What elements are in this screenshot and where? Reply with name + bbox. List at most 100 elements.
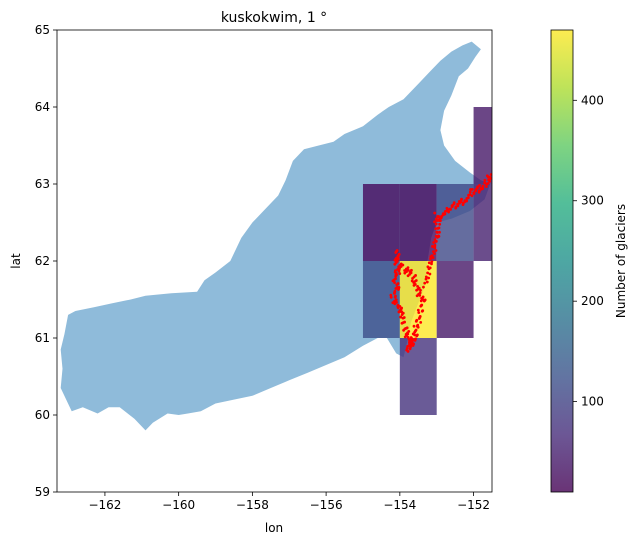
glacier-point bbox=[438, 222, 442, 226]
glacier-point bbox=[461, 201, 465, 205]
glacier-point bbox=[483, 178, 487, 182]
glacier-point bbox=[423, 298, 427, 302]
glacier-point bbox=[396, 305, 400, 308]
glacier-point bbox=[396, 257, 400, 261]
glacier-point bbox=[395, 273, 398, 277]
glacier-point bbox=[417, 286, 421, 290]
glacier-point bbox=[485, 182, 489, 186]
glacier-point bbox=[399, 315, 403, 319]
glacier-point bbox=[426, 265, 430, 269]
glacier-point bbox=[405, 326, 409, 330]
glacier-point bbox=[424, 275, 428, 279]
glacier-point bbox=[487, 178, 491, 182]
y-tick-label: 61 bbox=[35, 331, 50, 345]
glacier-point bbox=[406, 335, 410, 339]
glacier-point bbox=[460, 197, 463, 201]
glacier-points bbox=[389, 173, 495, 353]
glacier-point bbox=[416, 325, 420, 329]
glacier-point bbox=[413, 282, 417, 286]
glacier-point bbox=[418, 315, 422, 318]
glacier-point bbox=[429, 257, 432, 261]
glacier-point bbox=[476, 185, 479, 189]
heatmap-cell bbox=[399, 338, 437, 415]
glacier-point bbox=[436, 214, 440, 218]
glacier-point bbox=[432, 241, 436, 244]
glacier-point bbox=[435, 230, 439, 234]
glacier-point bbox=[449, 208, 452, 211]
x-tick-label: −160 bbox=[162, 498, 195, 512]
glacier-point bbox=[394, 294, 397, 298]
glacier-point bbox=[488, 175, 492, 179]
glacier-point bbox=[437, 226, 441, 230]
glacier-point bbox=[470, 187, 474, 191]
colorbar-tick-label: 200 bbox=[581, 294, 604, 308]
y-tick-label: 62 bbox=[35, 254, 50, 268]
glacier-point bbox=[420, 303, 424, 307]
glacier-point bbox=[389, 295, 393, 299]
y-tick-label: 59 bbox=[35, 485, 50, 499]
y-tick-label: 63 bbox=[35, 177, 50, 191]
glacier-point bbox=[433, 220, 436, 224]
glacier-point bbox=[400, 310, 404, 314]
glacier-point bbox=[409, 343, 413, 347]
glacier-point bbox=[433, 211, 437, 215]
glacier-point bbox=[414, 274, 417, 277]
glacier-point bbox=[397, 252, 401, 256]
glacier-point bbox=[414, 279, 418, 282]
y-tick-label: 60 bbox=[35, 408, 50, 422]
colorbar-tick-label: 100 bbox=[581, 395, 604, 409]
glacier-point bbox=[434, 217, 438, 221]
glacier-point bbox=[413, 333, 416, 337]
glacier-point bbox=[492, 175, 495, 178]
heatmap-cell bbox=[362, 184, 400, 261]
glacier-point bbox=[393, 281, 396, 284]
glacier-point bbox=[415, 318, 419, 322]
glacier-point bbox=[412, 324, 416, 328]
glacier-point bbox=[398, 310, 401, 314]
glacier-point bbox=[467, 193, 470, 197]
glacier-point bbox=[396, 282, 400, 285]
x-axis-label: lon bbox=[265, 521, 283, 535]
plot-area bbox=[60, 41, 495, 431]
glacier-point bbox=[421, 309, 425, 313]
x-tick-label: −162 bbox=[88, 498, 121, 512]
glacier-point bbox=[447, 210, 451, 214]
heatmap-cell bbox=[473, 107, 492, 184]
glacier-point bbox=[470, 194, 474, 198]
y-axis-label: lat bbox=[9, 253, 23, 269]
glacier-point bbox=[410, 268, 413, 272]
glacier-point bbox=[468, 190, 472, 194]
glacier-point bbox=[434, 234, 438, 238]
colorbar: 100 200 300 400 Number of glaciers bbox=[550, 29, 628, 493]
glacier-point bbox=[434, 222, 438, 226]
glacier-point bbox=[430, 262, 433, 266]
glacier-point bbox=[485, 174, 489, 178]
glacier-point bbox=[437, 234, 440, 238]
x-tick-label: −156 bbox=[310, 498, 343, 512]
glacier-point bbox=[465, 196, 469, 200]
glacier-point bbox=[442, 213, 445, 217]
glacier-point bbox=[406, 332, 410, 336]
glacier-point bbox=[422, 285, 425, 289]
glacier-point bbox=[403, 327, 407, 331]
x-tick-label: −154 bbox=[383, 498, 416, 512]
heatmap-cell bbox=[473, 184, 492, 261]
glacier-point bbox=[402, 316, 406, 319]
glacier-point bbox=[406, 350, 410, 353]
x-tick-label: −158 bbox=[236, 498, 269, 512]
colorbar-label: Number of glaciers bbox=[614, 204, 628, 318]
colorbar-tick-label: 400 bbox=[581, 93, 604, 107]
glacier-point bbox=[406, 344, 409, 348]
y-tick-label: 65 bbox=[35, 23, 50, 37]
chart-title: kuskokwim, 1 ° bbox=[221, 10, 327, 26]
glacier-point bbox=[403, 320, 406, 324]
glacier-point bbox=[394, 269, 397, 273]
y-axis-ticks: 59 60 61 62 63 64 65 bbox=[35, 23, 57, 499]
glacier-point bbox=[394, 298, 398, 302]
y-tick-label: 64 bbox=[35, 100, 50, 114]
glacier-point bbox=[394, 277, 397, 281]
glacier-point bbox=[427, 276, 431, 280]
glacier-point bbox=[401, 263, 405, 267]
glacier-point bbox=[409, 271, 413, 275]
